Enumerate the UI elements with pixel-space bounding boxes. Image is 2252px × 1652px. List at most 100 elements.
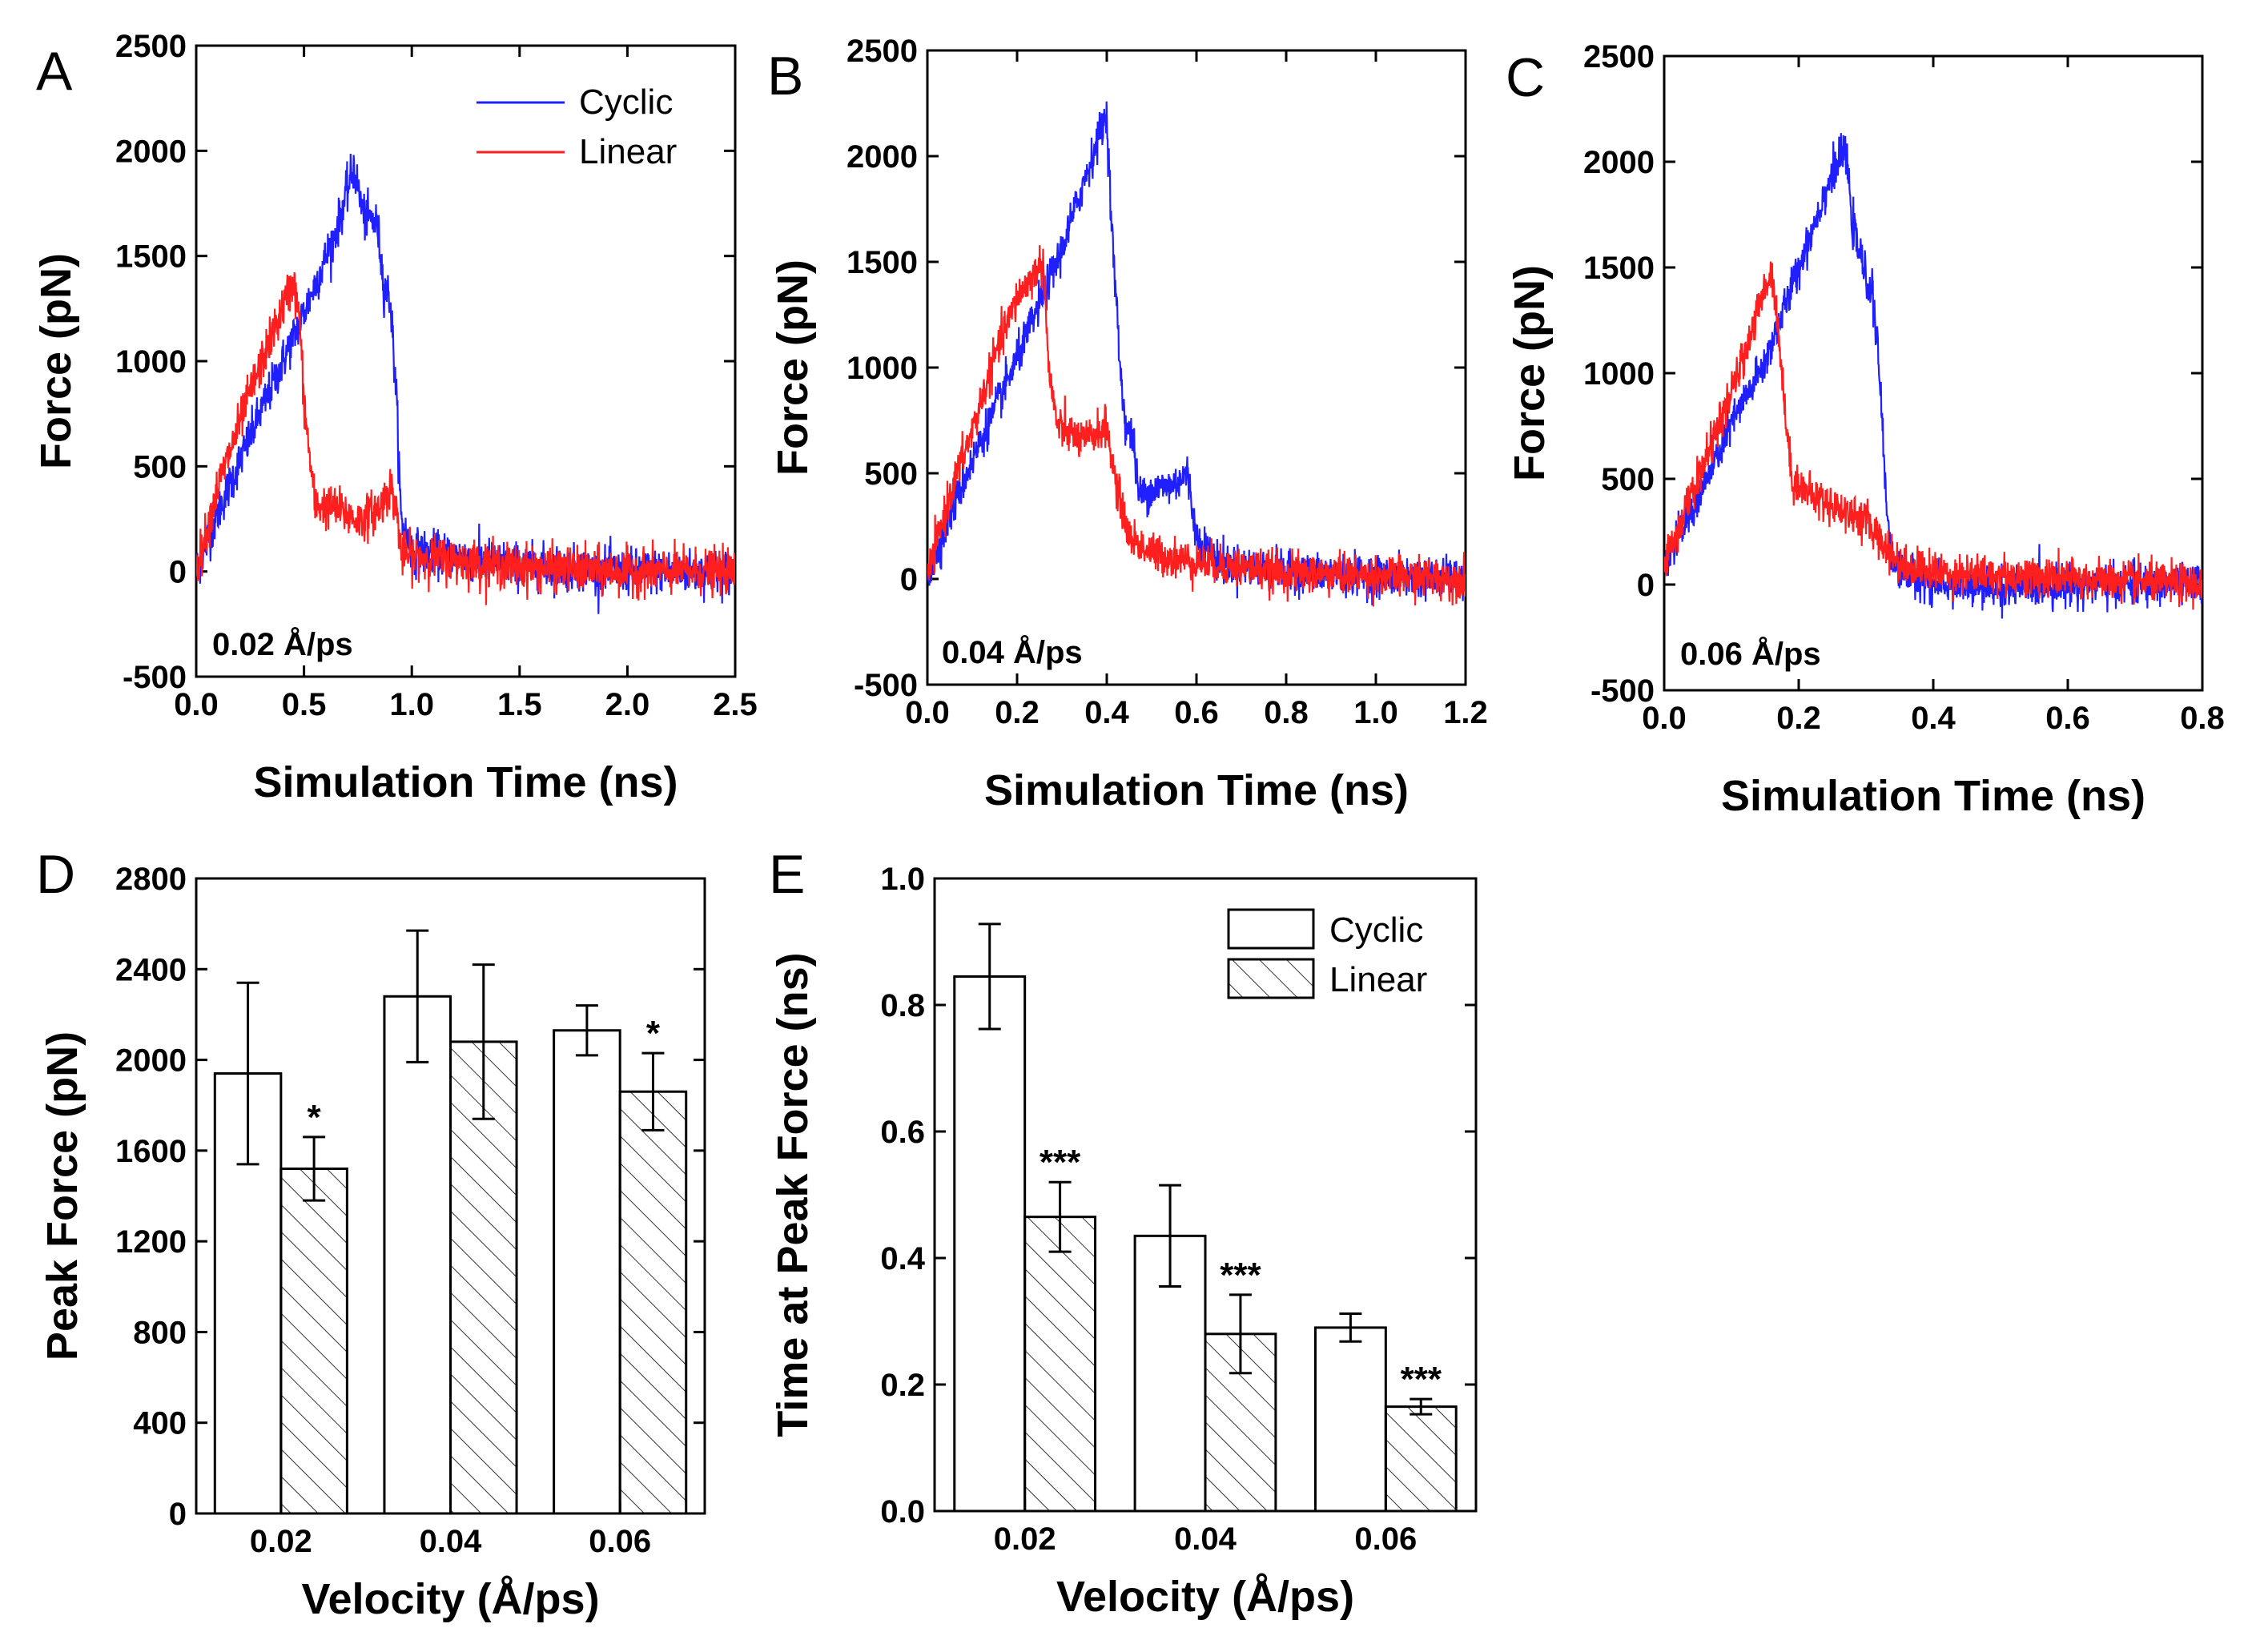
panel-label: D xyxy=(36,844,75,905)
y-tick-label: 2000 xyxy=(1583,145,1655,180)
series-line-cyclic xyxy=(196,153,735,614)
x-category-label: 0.02 xyxy=(994,1521,1056,1557)
legend-swatch-cyclic xyxy=(1227,908,1315,950)
bar-cyclic xyxy=(553,1029,621,1515)
y-tick-label: 0.0 xyxy=(880,1494,925,1529)
legend-swatch-linear xyxy=(1227,958,1315,999)
x-tick-label: 2.5 xyxy=(713,687,758,722)
panel-d: 0 400 800 1200 1600 2000 2400 2800 D Velocity (Å/… xyxy=(36,844,706,1623)
legend-label-linear: Linear xyxy=(1329,960,1427,999)
y-tick-label: 1500 xyxy=(115,239,187,275)
y-axis-title: Peak Force (pN) xyxy=(38,1031,86,1361)
significance-marker: * xyxy=(308,1098,322,1137)
y-tick-label: 1000 xyxy=(1583,356,1655,392)
y-tick-label: 2500 xyxy=(1583,39,1655,74)
series-line-linear xyxy=(196,272,735,605)
y-tick-label: 2000 xyxy=(847,139,918,175)
x-tick-label: 0.6 xyxy=(2045,701,2090,736)
y-tick-label: 2000 xyxy=(115,1043,187,1079)
x-tick-label: 0.0 xyxy=(905,695,950,730)
panel-label: C xyxy=(1506,47,1545,108)
x-axis-title: Simulation Time (ns) xyxy=(1721,772,2145,820)
y-tick-label: 1000 xyxy=(115,344,187,380)
bar-cyclic xyxy=(953,975,1027,1513)
significance-marker: *** xyxy=(1220,1256,1261,1295)
velocity-annotation: 0.06 Å/ps xyxy=(1680,636,1821,672)
y-tick-label: 400 xyxy=(133,1406,187,1441)
x-category-label: 0.06 xyxy=(589,1524,651,1559)
x-axis-title: Velocity (Å/ps) xyxy=(301,1575,599,1623)
bar-cyclic xyxy=(383,995,452,1515)
y-tick-label: 0.2 xyxy=(880,1368,925,1403)
x-tick-label: 0.8 xyxy=(1264,695,1309,730)
velocity-annotation: 0.04 Å/ps xyxy=(942,634,1083,670)
y-axis-title: Force (pN) xyxy=(769,259,817,476)
x-category-label: 0.06 xyxy=(1354,1521,1417,1557)
x-category-label: 0.04 xyxy=(1174,1521,1237,1557)
x-tick-label: 0.5 xyxy=(282,687,327,722)
bar-linear xyxy=(279,1168,348,1515)
bar-linear xyxy=(1023,1216,1097,1513)
significance-marker: * xyxy=(646,1014,661,1053)
y-tick-label: 0.6 xyxy=(880,1115,925,1150)
x-tick-label: 0.2 xyxy=(1776,701,1821,736)
x-tick-label: 0.0 xyxy=(1642,701,1687,736)
y-tick-label: 1500 xyxy=(847,245,918,280)
legend-label-cyclic: Cyclic xyxy=(579,82,673,122)
y-tick-label: 500 xyxy=(864,456,918,492)
panel-a: -500 0 500 1000 1500 2000 2500 0.0 0.5 1.0 1.5 2.0 2… xyxy=(32,29,758,806)
panel-label: B xyxy=(767,46,803,107)
series-line-linear xyxy=(1664,261,2202,610)
series-line-cyclic xyxy=(927,101,1466,606)
y-tick-label: 800 xyxy=(133,1315,187,1350)
x-axis-title: Simulation Time (ns) xyxy=(984,766,1409,814)
x-tick-label: 0.2 xyxy=(995,695,1040,730)
x-tick-label: 1.0 xyxy=(1353,695,1398,730)
x-tick-label: 0.6 xyxy=(1174,695,1219,730)
y-tick-label: 500 xyxy=(1601,462,1655,497)
x-tick-label: 1.0 xyxy=(389,687,434,722)
y-tick-label: 1600 xyxy=(115,1134,187,1169)
x-tick-label: 1.5 xyxy=(497,687,542,722)
y-tick-label: -500 xyxy=(123,660,187,695)
y-axis-title: Force (pN) xyxy=(1506,265,1554,481)
y-axis-title: Force (pN) xyxy=(32,253,80,469)
x-tick-label: 1.2 xyxy=(1443,695,1488,730)
x-tick-label: 0.4 xyxy=(1911,701,1956,736)
bar-cyclic xyxy=(1313,1326,1387,1513)
y-tick-label: -500 xyxy=(854,668,918,703)
legend-label-linear: Linear xyxy=(579,132,677,171)
x-tick-label: 0.0 xyxy=(174,687,219,722)
x-category-label: 0.04 xyxy=(420,1524,483,1559)
y-tick-label: 0.4 xyxy=(880,1241,925,1276)
panel-b: -500 0 500 1000 1500 2000 2500 0.0 0.2 0.4 0.6 0.8 1… xyxy=(767,34,1488,814)
bar-linear xyxy=(1384,1405,1458,1513)
panel-c: -500 0 500 1000 1500 2000 2500 0.0 0.2 0.4 0.6 0.8 C… xyxy=(1506,39,2225,820)
y-tick-label: 2800 xyxy=(115,862,187,897)
y-tick-label: 2500 xyxy=(115,29,187,64)
x-category-label: 0.02 xyxy=(250,1524,312,1559)
series-line-linear xyxy=(927,245,1466,607)
y-tick-label: 2400 xyxy=(115,952,187,987)
y-tick-label: 0 xyxy=(169,555,187,590)
y-tick-label: 0.8 xyxy=(880,988,925,1023)
y-tick-label: 0 xyxy=(1637,568,1655,603)
panel-label: E xyxy=(769,844,805,905)
y-axis-title: Time at Peak Force (ns) xyxy=(769,952,817,1437)
bar-linear xyxy=(1204,1332,1277,1513)
significance-marker: *** xyxy=(1401,1360,1442,1399)
y-tick-label: 2500 xyxy=(847,34,918,69)
y-tick-label: 0 xyxy=(169,1497,187,1532)
y-tick-label: 2000 xyxy=(115,134,187,169)
velocity-annotation: 0.02 Å/ps xyxy=(212,626,353,662)
significance-marker: *** xyxy=(1040,1143,1081,1182)
x-axis-title: Simulation Time (ns) xyxy=(253,758,678,806)
x-tick-label: 2.0 xyxy=(605,687,650,722)
x-tick-label: 0.4 xyxy=(1084,695,1129,730)
y-tick-label: 0 xyxy=(900,562,918,597)
y-tick-label: 500 xyxy=(133,449,187,484)
y-tick-label: 1000 xyxy=(847,351,918,386)
x-tick-label: 0.8 xyxy=(2180,701,2225,736)
bar-linear xyxy=(618,1090,688,1515)
